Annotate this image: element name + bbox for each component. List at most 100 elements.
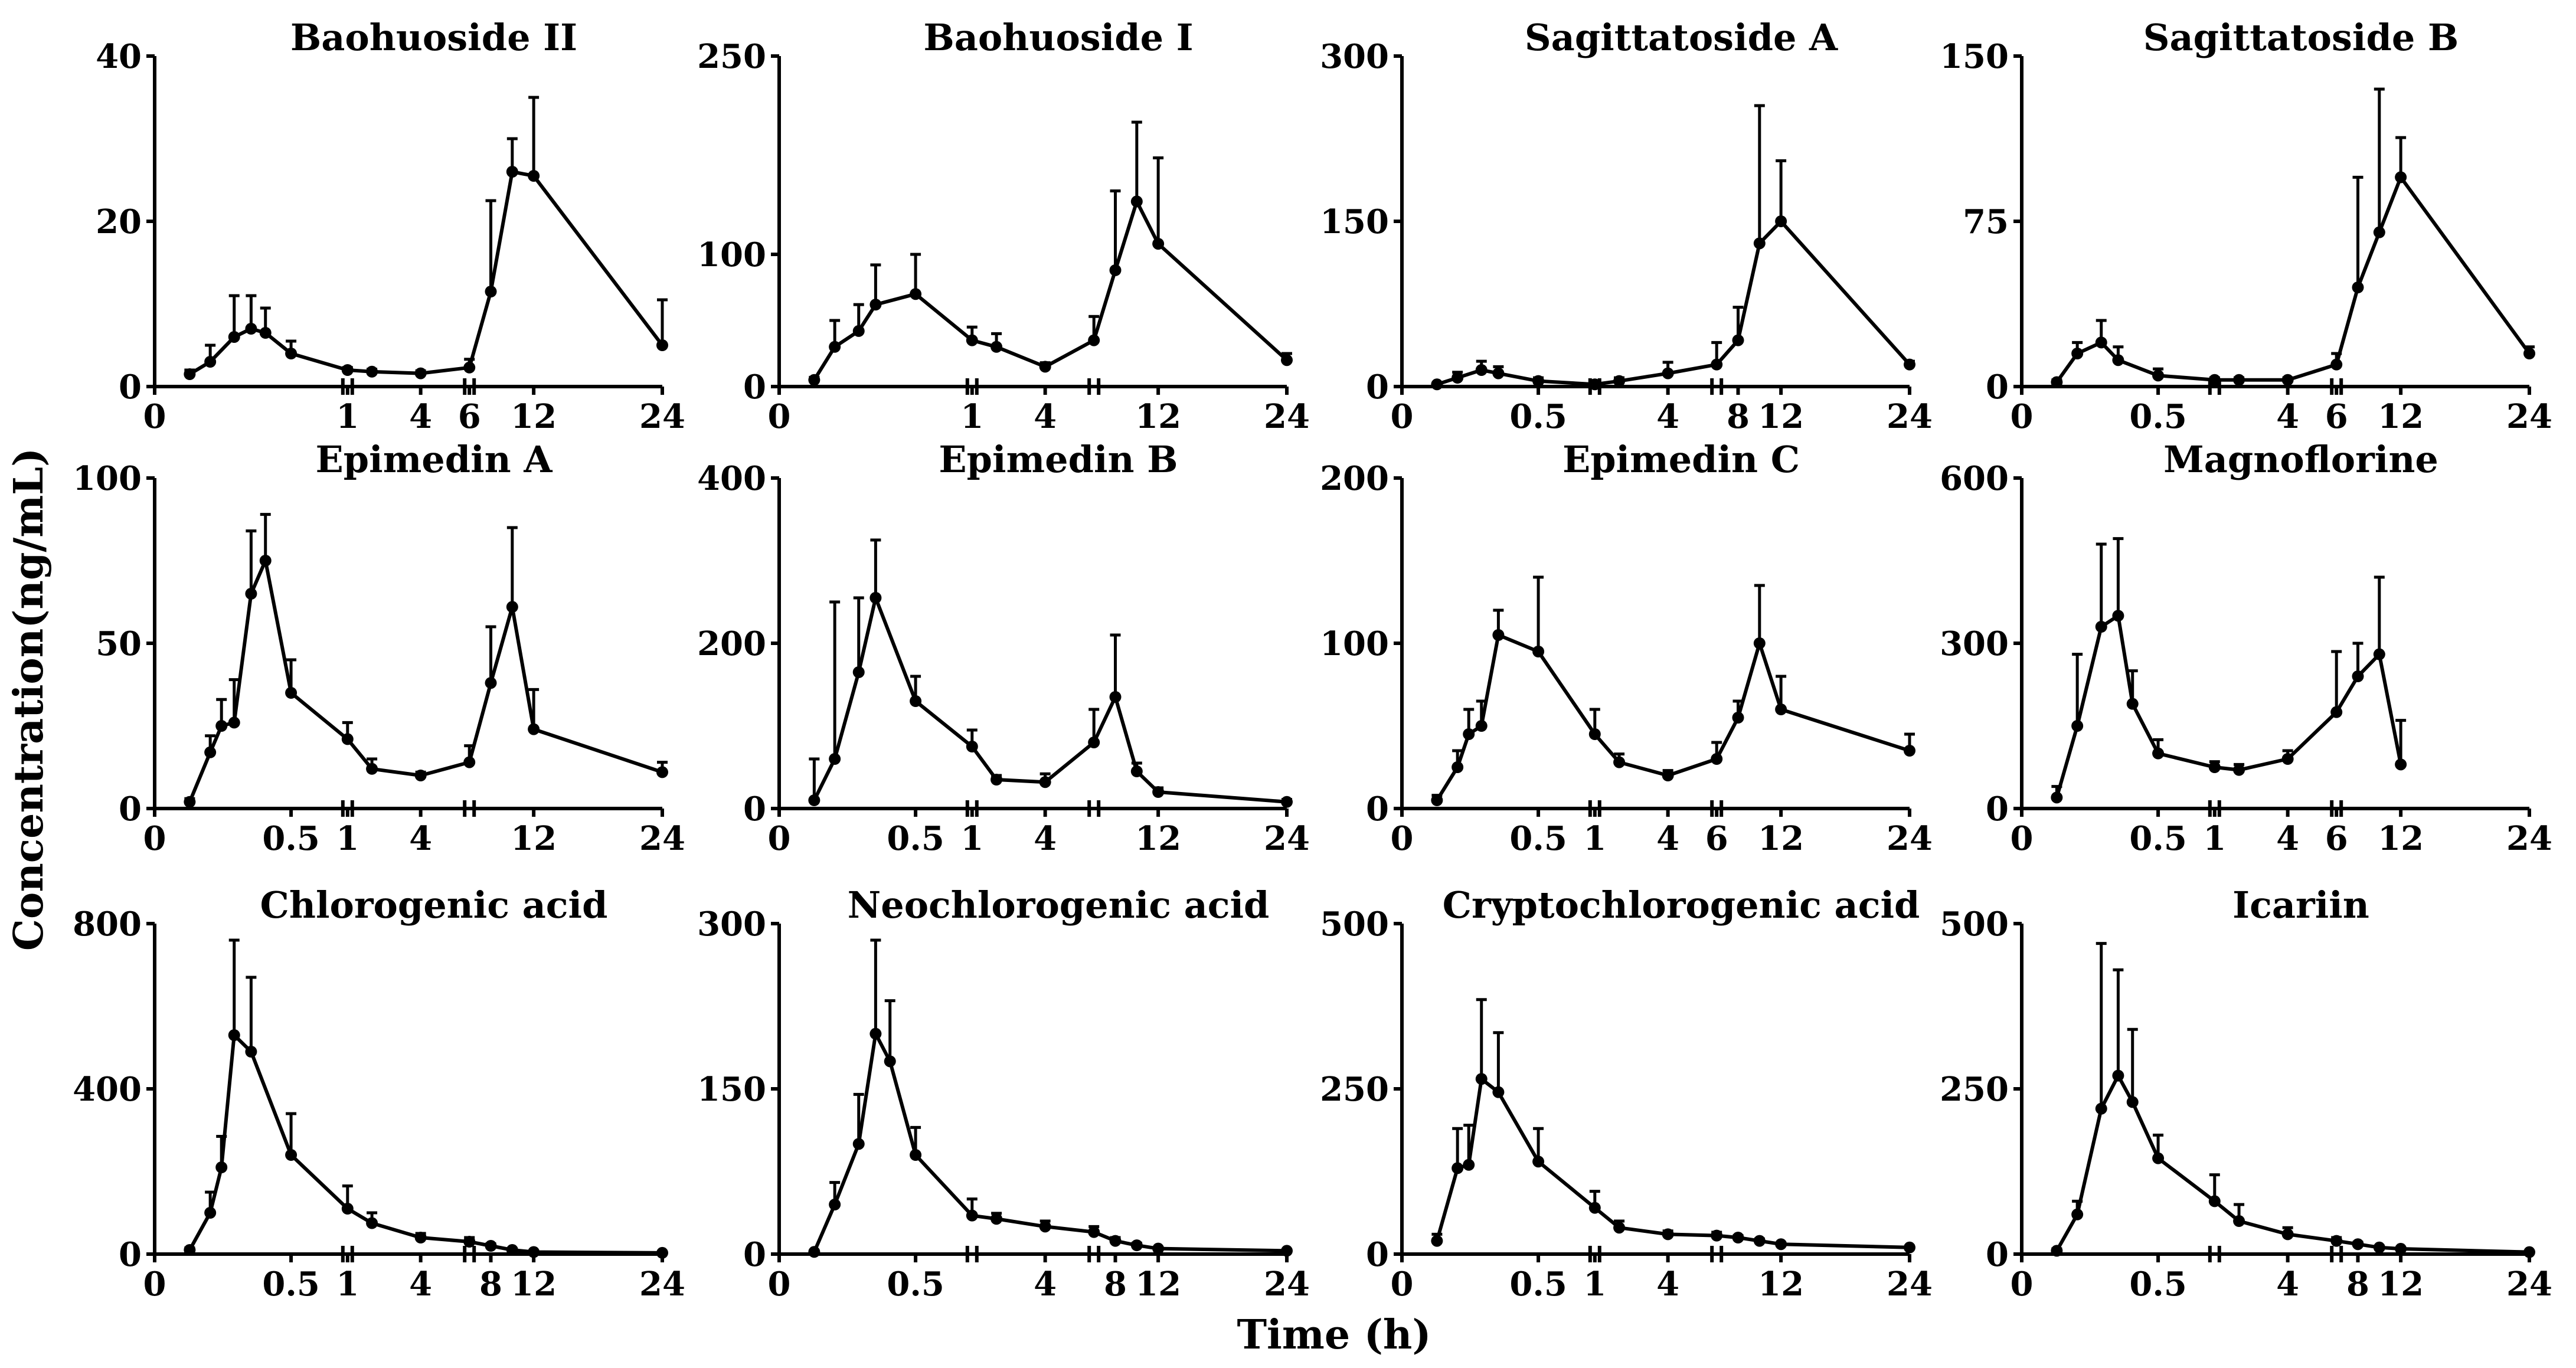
chart-12-point-2 bbox=[2095, 1102, 2107, 1115]
chart-5-point-3 bbox=[228, 716, 240, 729]
chart-4-xtick-label-0: 0 bbox=[2011, 397, 2034, 436]
chart-11-ytick-label-1: 250 bbox=[1320, 1070, 1389, 1109]
chart-4-xtick-label-2: 4 bbox=[2276, 397, 2299, 436]
chart-1-point-2 bbox=[228, 331, 240, 343]
chart-9-point-0 bbox=[184, 1244, 196, 1256]
chart-11-point-1 bbox=[1452, 1162, 1464, 1174]
chart-10-point-0 bbox=[808, 1246, 820, 1258]
x-axis-title: Time (h) bbox=[1237, 1311, 1431, 1359]
chart-3-xtick-label-1: 0.5 bbox=[1509, 397, 1567, 436]
chart-10-point-8 bbox=[1039, 1220, 1051, 1233]
chart-3-xtick-label-5: 24 bbox=[1887, 397, 1933, 436]
chart-10-title: Neochlorogenic acid bbox=[848, 883, 1270, 927]
chart-9-ytick-label-2: 800 bbox=[73, 905, 142, 944]
chart-8-ytick-label-0: 0 bbox=[1986, 790, 2009, 829]
chart-8-title: Magnoflorine bbox=[2163, 438, 2438, 481]
chart-9-xtick-label-0: 0 bbox=[143, 1265, 166, 1304]
chart-4-point-2 bbox=[2095, 336, 2107, 349]
chart-1-point-13 bbox=[656, 339, 668, 351]
chart-2-point-11 bbox=[1152, 238, 1165, 250]
chart-3-point-12 bbox=[1904, 358, 1915, 371]
chart-12-point-5 bbox=[2152, 1152, 2165, 1164]
chart-9-point-4 bbox=[245, 1046, 257, 1058]
chart-10-point-3 bbox=[869, 1027, 882, 1040]
chart-4-point-12 bbox=[2523, 348, 2535, 359]
chart-6-xtick-label-5: 24 bbox=[1264, 819, 1310, 858]
chart-11-point-2 bbox=[1463, 1158, 1475, 1171]
chart-1-point-6 bbox=[341, 364, 354, 376]
chart-11-point-3 bbox=[1475, 1073, 1488, 1085]
chart-6-point-3 bbox=[869, 592, 882, 604]
chart-7-point-10 bbox=[1732, 712, 1744, 724]
chart-11-ytick-label-0: 0 bbox=[1366, 1235, 1389, 1274]
chart-6-point-9 bbox=[1109, 691, 1122, 703]
chart-1-point-11 bbox=[506, 166, 518, 178]
chart-11-point-7 bbox=[1613, 1222, 1626, 1234]
chart-10-xtick-label-1: 0.5 bbox=[887, 1265, 944, 1304]
chart-4-point-9 bbox=[2352, 282, 2364, 293]
chart-4-point-8 bbox=[2330, 358, 2343, 371]
chart-12-ytick-label-0: 0 bbox=[1986, 1235, 2009, 1274]
chart-11-xtick-label-1: 0.5 bbox=[1509, 1265, 1567, 1304]
chart-1-ytick-label-1: 20 bbox=[96, 202, 142, 241]
chart-5-ytick-label-1: 50 bbox=[96, 624, 142, 663]
chart-5-point-0 bbox=[184, 796, 196, 808]
chart-6-point-4 bbox=[910, 695, 922, 707]
chart-10-xtick-label-4: 12 bbox=[1135, 1265, 1181, 1304]
chart-6-point-1 bbox=[829, 753, 841, 765]
chart-1-xtick-label-0: 0 bbox=[143, 397, 166, 436]
chart-7-xtick-label-1: 0.5 bbox=[1509, 819, 1567, 858]
chart-6-point-10 bbox=[1130, 765, 1143, 777]
chart-11-point-12 bbox=[1775, 1238, 1787, 1251]
chart-9-point-7 bbox=[366, 1217, 378, 1229]
chart-4-point-10 bbox=[2373, 226, 2385, 238]
chart-10-xtick-label-3: 8 bbox=[1104, 1265, 1127, 1304]
chart-11-point-4 bbox=[1492, 1086, 1505, 1098]
chart-4-xtick-label-1: 0.5 bbox=[2129, 397, 2186, 436]
chart-6-ytick-label-0: 0 bbox=[743, 790, 766, 829]
chart-6-ytick-label-2: 400 bbox=[697, 459, 766, 498]
chart-3-ytick-label-1: 150 bbox=[1320, 202, 1389, 241]
chart-8-xtick-label-6: 24 bbox=[2506, 819, 2552, 858]
chart-12-xtick-label-1: 0.5 bbox=[2129, 1265, 2186, 1304]
chart-1-point-9 bbox=[463, 361, 476, 374]
chart-4-xtick-label-5: 24 bbox=[2506, 397, 2552, 436]
chart-6-xtick-label-3: 4 bbox=[1034, 819, 1057, 858]
chart-11-xtick-label-5: 24 bbox=[1887, 1265, 1933, 1304]
chart-6-title: Epimedin B bbox=[939, 438, 1178, 481]
chart-5-xtick-label-2: 1 bbox=[336, 819, 359, 858]
chart-8-xtick-label-1: 0.5 bbox=[2129, 819, 2186, 858]
chart-4-point-5 bbox=[2208, 374, 2221, 386]
chart-12-point-9 bbox=[2330, 1235, 2343, 1247]
chart-3-point-1 bbox=[1452, 372, 1464, 384]
chart-11-point-10 bbox=[1732, 1232, 1744, 1243]
chart-5-point-2 bbox=[215, 720, 228, 732]
chart-6-series-line bbox=[812, 596, 1287, 804]
chart-1-ytick-label-0: 0 bbox=[119, 368, 142, 407]
chart-6-xtick-label-4: 12 bbox=[1135, 819, 1181, 858]
chart-10-point-4 bbox=[884, 1055, 896, 1068]
chart-2-point-6 bbox=[990, 341, 1003, 353]
chart-7-point-4 bbox=[1492, 629, 1505, 641]
chart-1-xtick-label-4: 12 bbox=[511, 397, 557, 436]
chart-12-xtick-label-2: 4 bbox=[2276, 1265, 2299, 1304]
chart-3-point-2 bbox=[1475, 364, 1488, 376]
chart-9-point-8 bbox=[414, 1232, 427, 1243]
chart-5-point-13 bbox=[528, 723, 540, 735]
chart-4-xtick-label-4: 12 bbox=[2378, 397, 2424, 436]
chart-12-ytick-label-2: 500 bbox=[1940, 905, 2009, 944]
chart-2-ytick-label-2: 250 bbox=[697, 37, 766, 76]
chart-10-xtick-label-5: 24 bbox=[1264, 1265, 1310, 1304]
chart-3-point-4 bbox=[1532, 375, 1545, 387]
chart-9-point-5 bbox=[285, 1149, 298, 1161]
chart-7-ytick-label-0: 0 bbox=[1366, 790, 1389, 829]
chart-12-point-3 bbox=[2112, 1069, 2124, 1082]
chart-4-series-line bbox=[2055, 175, 2531, 384]
chart-12-xtick-label-0: 0 bbox=[2011, 1265, 2034, 1304]
chart-4-point-6 bbox=[2233, 374, 2245, 386]
chart-1-ytick-label-2: 40 bbox=[96, 37, 142, 76]
chart-5-point-9 bbox=[414, 770, 427, 781]
chart-9-title: Chlorogenic acid bbox=[260, 883, 608, 927]
chart-6-point-6 bbox=[990, 774, 1003, 786]
